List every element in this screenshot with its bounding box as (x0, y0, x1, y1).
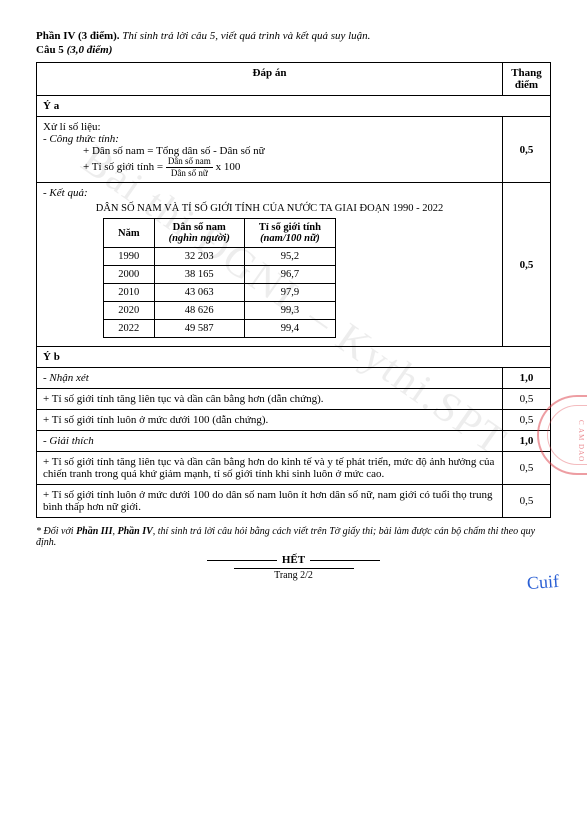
giaithich-score: 1,0 (503, 431, 551, 452)
footnote-b2: Phần IV (117, 526, 152, 537)
nx2: + Tỉ số giới tính luôn ở mức dưới 100 (d… (37, 410, 503, 431)
part4-rest: Thí sinh trả lời câu 5, viết quá trình v… (120, 30, 371, 42)
dt-h2: Dân số nam(nghìn người) (154, 219, 244, 248)
col-answer-header: Đáp án (37, 63, 503, 96)
cell: 43 063 (154, 284, 244, 302)
cell: 99,4 (244, 320, 335, 338)
footnote: * Đối với Phần III, Phần IV, thí sinh tr… (36, 526, 551, 548)
heading-cau5: Câu 5 (3,0 điểm) (36, 44, 551, 56)
nhanxet-label: - Nhận xét (37, 368, 503, 389)
dt-h1-text: Năm (118, 228, 140, 239)
sec1-l3: + Dân số nam = Tổng dân số - Dân số nữ (43, 145, 496, 157)
nx2-score: 0,5 (503, 410, 551, 431)
table-row: 202249 58799,4 (104, 320, 336, 338)
sec1-l1: Xử lí số liệu: (43, 121, 496, 133)
cau5-bold: Câu 5 (36, 44, 67, 56)
cell: 2000 (104, 266, 155, 284)
dt-h3-text: Tỉ số giới tính (259, 222, 321, 233)
cell: 96,7 (244, 266, 335, 284)
sec1-content: Xử lí số liệu: - Công thức tính: + Dân s… (37, 117, 503, 183)
fraction: Dân số nam Dân số nữ (166, 157, 213, 178)
gt1-score: 0,5 (503, 452, 551, 485)
giaithich-label: - Giải thích (37, 431, 503, 452)
dt-h3: Tỉ số giới tính(nam/100 nữ) (244, 219, 335, 248)
sec2-l1: - Kết quả: (43, 187, 496, 199)
section-yb: Ý b (37, 347, 551, 368)
nx1-score: 0,5 (503, 389, 551, 410)
dt-h2-text: Dân số nam (173, 222, 226, 233)
dt-h1: Năm (104, 219, 155, 248)
col-score-header: Thang điểm (503, 63, 551, 96)
dt-h2-sub: (nghìn người) (169, 233, 230, 244)
cau5-italic: (3,0 điểm) (67, 44, 113, 56)
table-row: 202048 62699,3 (104, 302, 336, 320)
gt2: + Tỉ số giới tính luôn ở mức dưới 100 do… (37, 485, 503, 518)
end-marker: HẾT (36, 554, 551, 566)
cell: 99,3 (244, 302, 335, 320)
gt2-score: 0,5 (503, 485, 551, 518)
footnote-b1: Phần III (76, 526, 112, 537)
cell: 32 203 (154, 248, 244, 266)
sec1-l2: - Công thức tính: (43, 133, 496, 145)
table-row: 200038 16596,7 (104, 266, 336, 284)
sec1-score: 0,5 (503, 117, 551, 183)
cell: 97,9 (244, 284, 335, 302)
sec1-l4b: x 100 (216, 161, 241, 173)
nx1: + Tỉ số giới tính tăng liên tục và dần c… (37, 389, 503, 410)
frac-den: Dân số nữ (166, 168, 213, 178)
nhanxet-score: 1,0 (503, 368, 551, 389)
cell: 2022 (104, 320, 155, 338)
sec1-l4: + Tỉ số giới tính = Dân số nam Dân số nữ… (43, 157, 496, 178)
table-row: 201043 06397,9 (104, 284, 336, 302)
section-ya: Ý a (37, 96, 551, 117)
page-number: Trang 2/2 (234, 568, 354, 581)
answer-table: Đáp án Thang điểm Ý a Xử lí số liệu: - C… (36, 62, 551, 518)
cell: 1990 (104, 248, 155, 266)
signature: Cuif (526, 571, 559, 594)
cell: 95,2 (244, 248, 335, 266)
sec2-content: - Kết quả: DÂN SỐ NAM VÀ TỈ SỐ GIỚI TÍNH… (37, 183, 503, 347)
cell: 2020 (104, 302, 155, 320)
cell: 2010 (104, 284, 155, 302)
sec1-l4a: + Tỉ số giới tính = (83, 161, 166, 173)
het-text: HẾT (282, 554, 305, 566)
stamp-text: C AM DAO (577, 420, 585, 462)
heading-part4: Phần IV (3 điểm). Thí sinh trả lời câu 5… (36, 30, 551, 42)
data-table-title: DÂN SỐ NAM VÀ TỈ SỐ GIỚI TÍNH CỦA NƯỚC T… (43, 203, 496, 214)
sec2-score: 0,5 (503, 183, 551, 347)
cell: 49 587 (154, 320, 244, 338)
data-table: Năm Dân số nam(nghìn người) Tỉ số giới t… (103, 218, 336, 338)
rule-left (207, 560, 277, 561)
gt1: + Tỉ số giới tính tăng liên tục và dần c… (37, 452, 503, 485)
rule-right (310, 560, 380, 561)
cell: 48 626 (154, 302, 244, 320)
dt-h3-sub: (nam/100 nữ) (260, 233, 320, 244)
table-row: 199032 20395,2 (104, 248, 336, 266)
part4-bold: Phần IV (3 điểm). (36, 30, 120, 42)
cell: 38 165 (154, 266, 244, 284)
frac-num: Dân số nam (166, 157, 213, 168)
